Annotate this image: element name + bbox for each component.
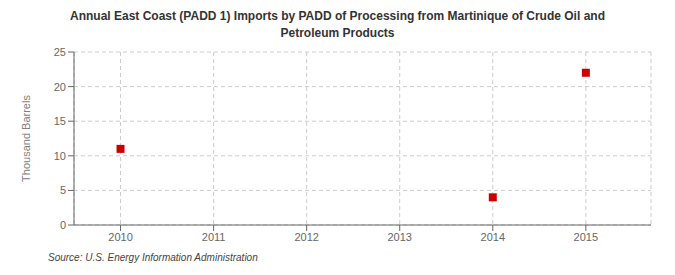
svg-text:10: 10	[54, 150, 66, 162]
svg-text:2014: 2014	[481, 231, 505, 243]
svg-text:0: 0	[60, 219, 66, 231]
svg-text:2011: 2011	[202, 231, 226, 243]
html-text:Annual East Coast (PADD 1) Imp: Annual East Coast (PADD 1) Imports by PA…	[70, 9, 605, 40]
svg-text:2010: 2010	[108, 231, 132, 243]
html-text:Source: U.S. Energy Informatio: Source: U.S. Energy Information Administ…	[48, 252, 258, 263]
svg-text:2013: 2013	[387, 231, 411, 243]
svg-text:25: 25	[54, 46, 66, 58]
svg-text:15: 15	[54, 115, 66, 127]
svg-text:20: 20	[54, 81, 66, 93]
svg-text:5: 5	[60, 184, 66, 196]
svg-text:2012: 2012	[294, 231, 318, 243]
svg-text:Thousand Barrels: Thousand Barrels	[20, 95, 32, 182]
svg-text:2015: 2015	[574, 231, 598, 243]
